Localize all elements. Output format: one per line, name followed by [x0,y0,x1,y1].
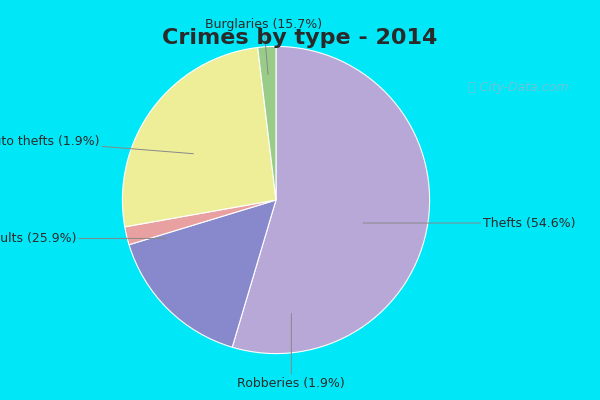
Text: Auto thefts (1.9%): Auto thefts (1.9%) [0,135,193,154]
Wedge shape [122,48,276,227]
Wedge shape [125,200,276,245]
Wedge shape [129,200,276,347]
Text: Robberies (1.9%): Robberies (1.9%) [238,313,345,390]
Text: Thefts (54.6%): Thefts (54.6%) [363,216,576,230]
Text: Crimes by type - 2014: Crimes by type - 2014 [163,28,437,48]
Text: ⓘ City-Data.com: ⓘ City-Data.com [468,82,568,94]
Text: Burglaries (15.7%): Burglaries (15.7%) [205,18,322,74]
Wedge shape [258,46,276,200]
Text: Assaults (25.9%): Assaults (25.9%) [0,232,166,245]
Wedge shape [232,46,430,354]
